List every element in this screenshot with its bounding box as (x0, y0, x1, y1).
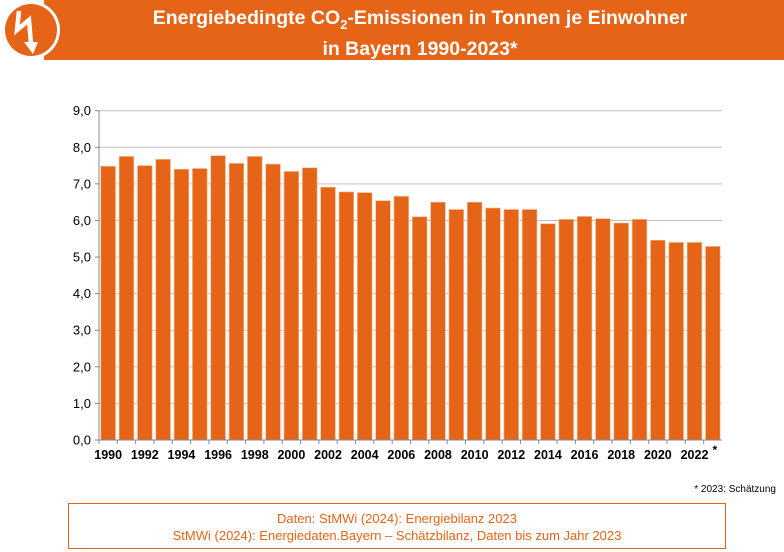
bar-2023 (705, 246, 721, 441)
bar-2022 (686, 242, 703, 441)
title-banner (44, 0, 784, 60)
bar-2016 (576, 216, 593, 441)
estimate-note: * 2023: Schätzung (694, 484, 776, 495)
bar-1995 (192, 168, 208, 441)
bar-chart: 0,0 1,0 2,0 3,0 4,0 5,0 6,0 7,0 8,0 9,0 1990 1992 19… (73, 103, 722, 462)
title-text: Energiebedingte CO (152, 7, 341, 29)
x-tick-label: 1998 (241, 448, 269, 462)
bar-2001 (302, 167, 318, 441)
bar-2005 (375, 200, 391, 441)
x-tick-label: 2004 (351, 448, 379, 462)
source-line-1: Daten: StMWi (2024): Energiebilanz 2023 (277, 511, 517, 526)
bar-2015 (558, 219, 574, 441)
bar-1996 (210, 155, 226, 441)
x-tick-label: 2012 (497, 448, 525, 462)
bar-1998 (247, 156, 263, 441)
bar-2002 (320, 186, 336, 441)
bar-2020 (650, 239, 666, 441)
x-tick-label: 2010 (461, 448, 489, 462)
x-tick-label: 2008 (424, 448, 452, 462)
lightning-bolt-arrow-icon (2, 1, 60, 59)
bar-2014 (540, 223, 556, 441)
y-tick-label: 5,0 (73, 250, 91, 265)
y-tick-label: 3,0 (73, 323, 91, 338)
y-tick-label: 1,0 (73, 396, 91, 411)
y-tick-label: 6,0 (73, 213, 91, 228)
x-tick-label: 2022 (681, 448, 709, 462)
y-tick-label: 0,0 (73, 433, 91, 448)
x-tick-label: 2000 (277, 448, 305, 462)
bar-1993 (155, 159, 171, 441)
x-tick-label: 1990 (94, 448, 122, 462)
title-text: -Emissionen in Tonnen je Einwohner (347, 7, 688, 29)
bar-2010 (467, 201, 483, 441)
y-tick-label: 4,0 (73, 286, 91, 301)
source-box: Daten: StMWi (2024): Energiebilanz 2023 … (68, 503, 726, 549)
bar-2011 (485, 207, 501, 441)
bar-2003 (338, 191, 354, 441)
title-text-line2: in Bayern 1990-2023* (322, 37, 518, 60)
x-tick-label: 2018 (607, 448, 635, 462)
x-tick-label: 1996 (204, 448, 232, 462)
y-tick-label: 2,0 (73, 359, 91, 374)
bar-2013 (521, 209, 538, 441)
bar-2019 (631, 219, 648, 441)
x-tick-label: 2014 (534, 448, 562, 462)
bar-2021 (668, 242, 684, 441)
source-line-2: StMWi (2024): Energiedaten.Bayern – Schä… (172, 528, 622, 543)
bar-2000 (283, 171, 300, 441)
x-tick-label: 2020 (644, 448, 672, 462)
x-tick-label: 2006 (387, 448, 415, 462)
bar-2018 (613, 222, 629, 441)
title-subscript: 2 (340, 16, 348, 32)
bar-2017 (595, 218, 611, 441)
bar-1992 (137, 165, 153, 441)
bar-1991 (118, 156, 135, 441)
x-tick-label: 1992 (131, 448, 159, 462)
bar-2007 (412, 216, 428, 441)
bar-1994 (173, 168, 190, 441)
bar-1999 (265, 163, 281, 441)
estimate-marker: * (713, 443, 718, 457)
bar-2008 (430, 201, 446, 441)
bar-1997 (228, 163, 245, 441)
x-tick-label: 1994 (168, 448, 196, 462)
bar-2009 (448, 209, 464, 441)
y-tick-label: 7,0 (73, 176, 91, 191)
y-tick-label: 8,0 (73, 140, 91, 155)
bar-2006 (393, 196, 409, 441)
bar-2012 (503, 209, 519, 441)
bar-2004 (357, 192, 373, 441)
x-tick-label: 2016 (571, 448, 599, 462)
chart-title: Energiebedingte CO2-Emissionen in Tonnen… (60, 6, 780, 62)
y-tick-label: 9,0 (73, 103, 91, 118)
bar-1990 (100, 166, 116, 441)
x-tick-label: 2002 (314, 448, 342, 462)
